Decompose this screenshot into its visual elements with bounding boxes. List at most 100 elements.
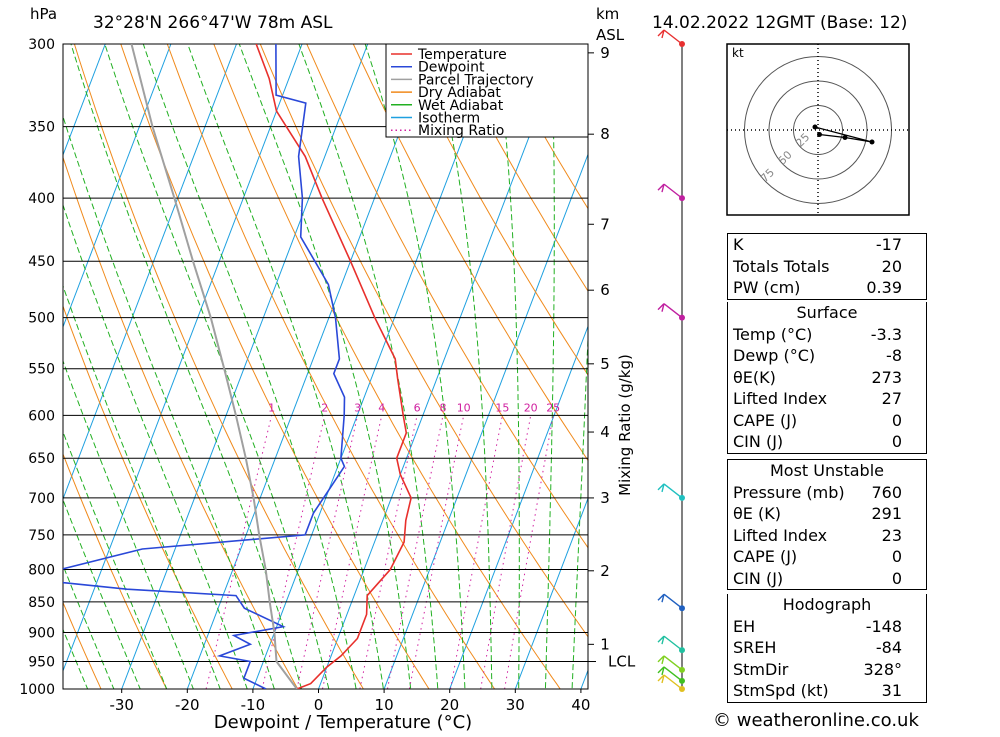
isotherm-line: [253, 44, 499, 689]
most-unstable-label: CAPE (J): [733, 546, 797, 568]
mixing-ratio-line: [323, 415, 382, 689]
hodograph-stat-row: SREH -84: [728, 637, 926, 659]
most-unstable-row: θE (K)291: [728, 503, 926, 525]
surface-label: θE(K): [733, 367, 776, 389]
mixing-ratio-label: 6: [414, 401, 421, 414]
hodograph-point: [870, 140, 875, 145]
location-title: 32°28'N 266°47'W 78m ASL: [93, 13, 333, 33]
x-axis-label: Dewpoint / Temperature (°C): [214, 712, 472, 733]
hodograph-stat-label: StmDir: [733, 659, 788, 681]
hodograph-stat-label: EH: [733, 616, 755, 638]
height-unit-asl: ASL: [596, 26, 625, 44]
wind-barb: [658, 636, 682, 650]
hodograph-units: kt: [732, 46, 744, 60]
mixing-ratio-line: [505, 415, 554, 689]
isotherm-line: [122, 44, 368, 689]
surface-row: CIN (J) 0: [728, 431, 926, 453]
index-row: PW (cm)0.39: [728, 277, 926, 299]
hodograph-stat-value: -148: [866, 616, 902, 638]
surface-value: 0: [892, 431, 902, 453]
mixing-ratio-label: 2: [321, 401, 328, 414]
pressure-tick-label: 550: [28, 362, 55, 378]
pressure-tick-label: 600: [28, 408, 55, 424]
index-row: Totals Totals 20: [728, 256, 926, 278]
surface-value: 273: [871, 367, 902, 389]
surface-label: Temp (°C): [733, 324, 812, 346]
hodograph-stat-row: StmSpd (kt)31: [728, 680, 926, 702]
km-tick-label: 1: [600, 635, 610, 653]
hodograph-point: [843, 135, 848, 140]
wind-barb: [658, 675, 682, 689]
pressure-tick-label: 350: [28, 120, 55, 136]
index-label: K: [733, 234, 744, 256]
mixing-ratio-label: 10: [457, 401, 471, 414]
pressure-tick-label: 500: [28, 311, 55, 327]
pressure-tick-label: 850: [28, 595, 55, 611]
surface-row: Temp (°C) -3.3: [728, 324, 926, 346]
hodograph-title: Hodograph: [728, 594, 926, 616]
hodograph-stat-row: StmDir 328°: [728, 659, 926, 681]
mixing-ratio-label: 4: [378, 401, 385, 414]
x-tick-label: -30: [109, 696, 134, 714]
most-unstable-label: Pressure (mb): [733, 482, 845, 504]
km-tick-label: 8: [600, 125, 610, 143]
most-unstable-label: θE (K): [733, 503, 781, 525]
hodograph-stat-value: -84: [876, 637, 902, 659]
isotherm-line: [450, 44, 696, 689]
x-tick-label: -20: [175, 696, 200, 714]
most-unstable-row: Pressure (mb) 760: [728, 482, 926, 504]
surface-label: CIN (J): [733, 431, 783, 453]
hodograph-stat-label: SREH: [733, 637, 776, 659]
x-tick-label: 40: [571, 696, 590, 714]
wet-adiabat-line: [181, 26, 387, 715]
pressure-tick-label: 400: [28, 191, 55, 207]
datetime-title: 14.02.2022 12GMT (Base: 12): [652, 13, 907, 33]
hodograph-stat-row: EH -148: [728, 616, 926, 638]
pressure-unit: hPa: [30, 5, 57, 23]
isotherm-line: [515, 44, 761, 689]
surface-value: -3.3: [871, 324, 902, 346]
pressure-tick-label: 650: [28, 451, 55, 467]
pressure-tick-label: 1000: [19, 682, 55, 698]
km-tick-label: 5: [600, 355, 610, 373]
km-tick-label: 9: [600, 44, 610, 62]
index-label: Totals Totals: [733, 256, 830, 278]
mixing-ratio-label: 1: [268, 401, 275, 414]
most-unstable-value: 0: [892, 546, 902, 568]
index-value: 20: [882, 256, 902, 278]
wind-barb: [658, 304, 682, 318]
mixing-ratio-label: 3: [354, 401, 361, 414]
km-tick-label: 7: [600, 215, 610, 233]
most-unstable-value: 760: [871, 482, 902, 504]
most-unstable-label: CIN (J): [733, 568, 783, 590]
wind-barb: [658, 656, 682, 670]
plot-frame: [63, 44, 588, 689]
surface-value: 27: [882, 388, 902, 410]
mixing-ratio-label: 20: [524, 401, 538, 414]
hodograph-point: [817, 132, 822, 137]
height-unit: km: [596, 5, 619, 23]
hodograph-stat-value: 328°: [863, 659, 902, 681]
hodograph-stat-label: StmSpd (kt): [733, 680, 829, 702]
km-tick-label: 3: [600, 489, 610, 507]
surface-label: CAPE (J): [733, 410, 797, 432]
wet-adiabat-line: [137, 26, 361, 715]
pressure-tick-label: 450: [28, 254, 55, 270]
surface-row: CAPE (J)0: [728, 410, 926, 432]
most-unstable-row: CIN (J)0: [728, 568, 926, 590]
km-tick-label: 2: [600, 562, 610, 580]
wind-barb: [658, 184, 682, 198]
mixing-ratio-label: 8: [440, 401, 447, 414]
surface-row: θE(K) 273: [728, 367, 926, 389]
index-value: 0.39: [866, 277, 902, 299]
x-tick-label: 30: [506, 696, 525, 714]
pressure-tick-label: 800: [28, 562, 55, 578]
hodograph-point: [813, 125, 818, 130]
mixing-ratio-line: [451, 415, 503, 689]
pressure-tick-label: 700: [28, 491, 55, 507]
index-value: -17: [876, 234, 902, 256]
